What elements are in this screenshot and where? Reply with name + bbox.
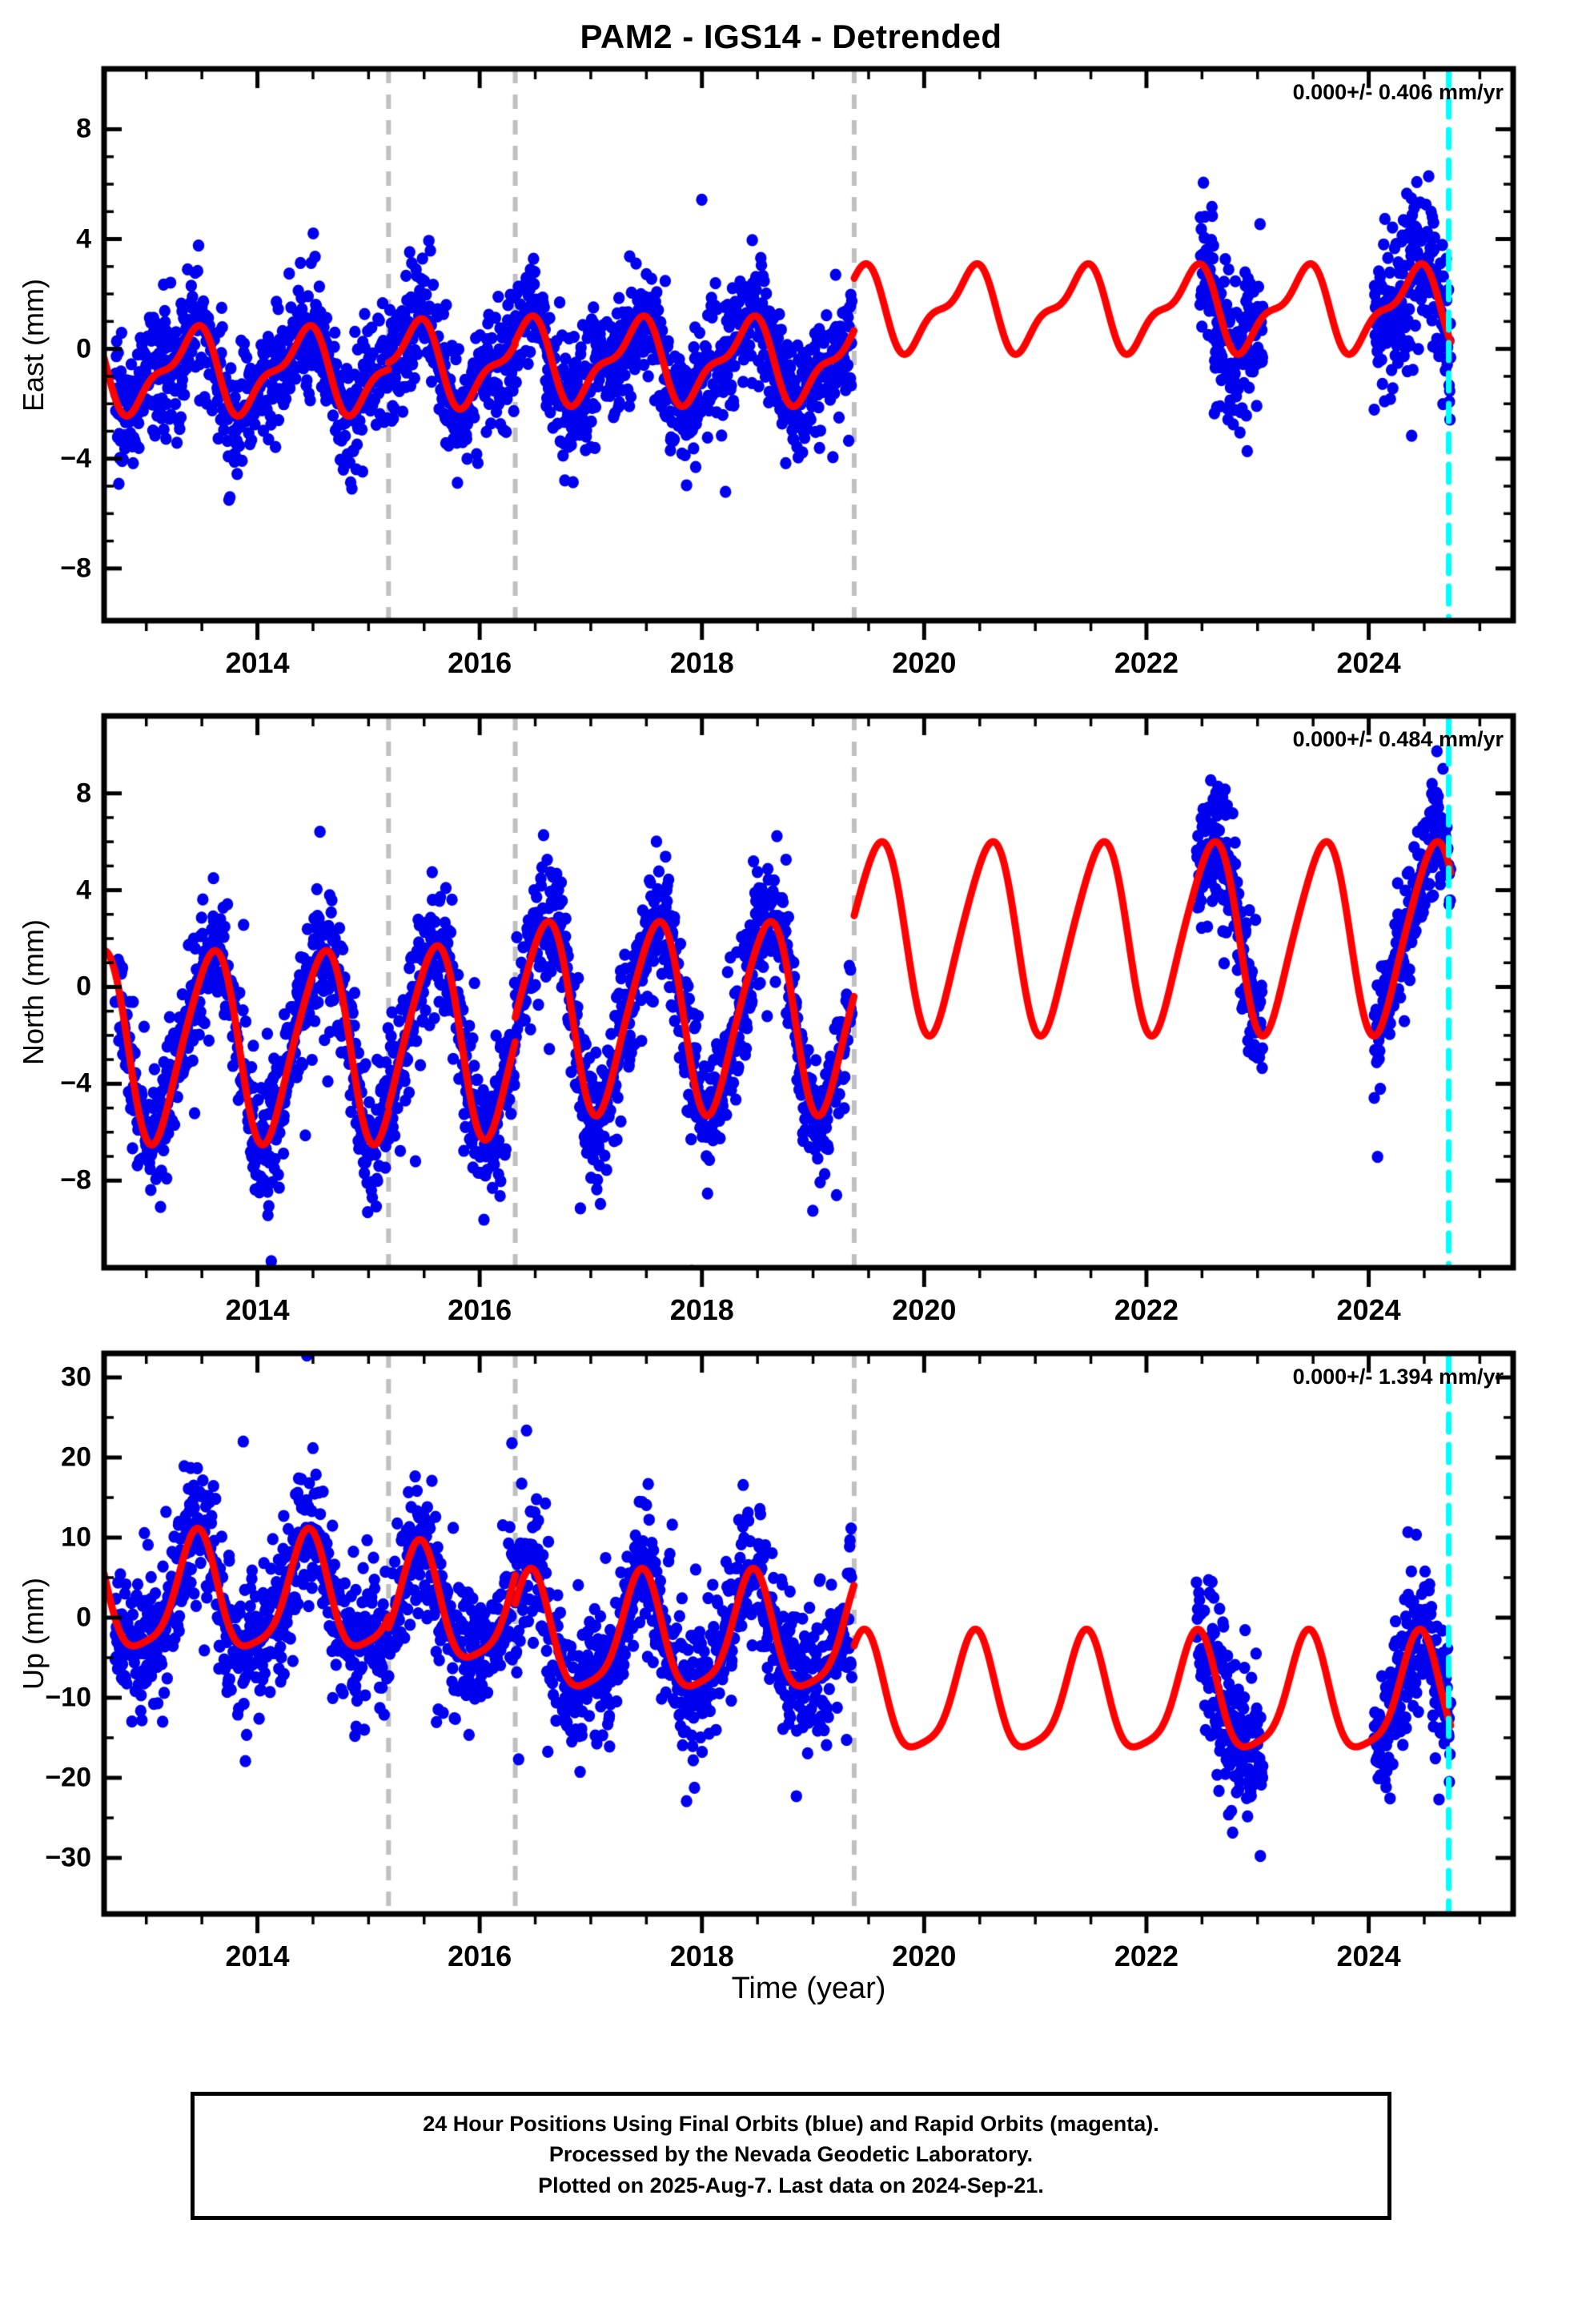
caption-line-3: Plotted on 2025-Aug-7. Last data on 2024…	[538, 2173, 1044, 2197]
caption-line-2: Processed by the Nevada Geodetic Laborat…	[548, 2142, 1034, 2167]
caption-box: 24 Hour Positions Using Final Orbits (bl…	[191, 2092, 1391, 2220]
caption-line-1: 24 Hour Positions Using Final Orbits (bl…	[423, 2112, 1159, 2136]
